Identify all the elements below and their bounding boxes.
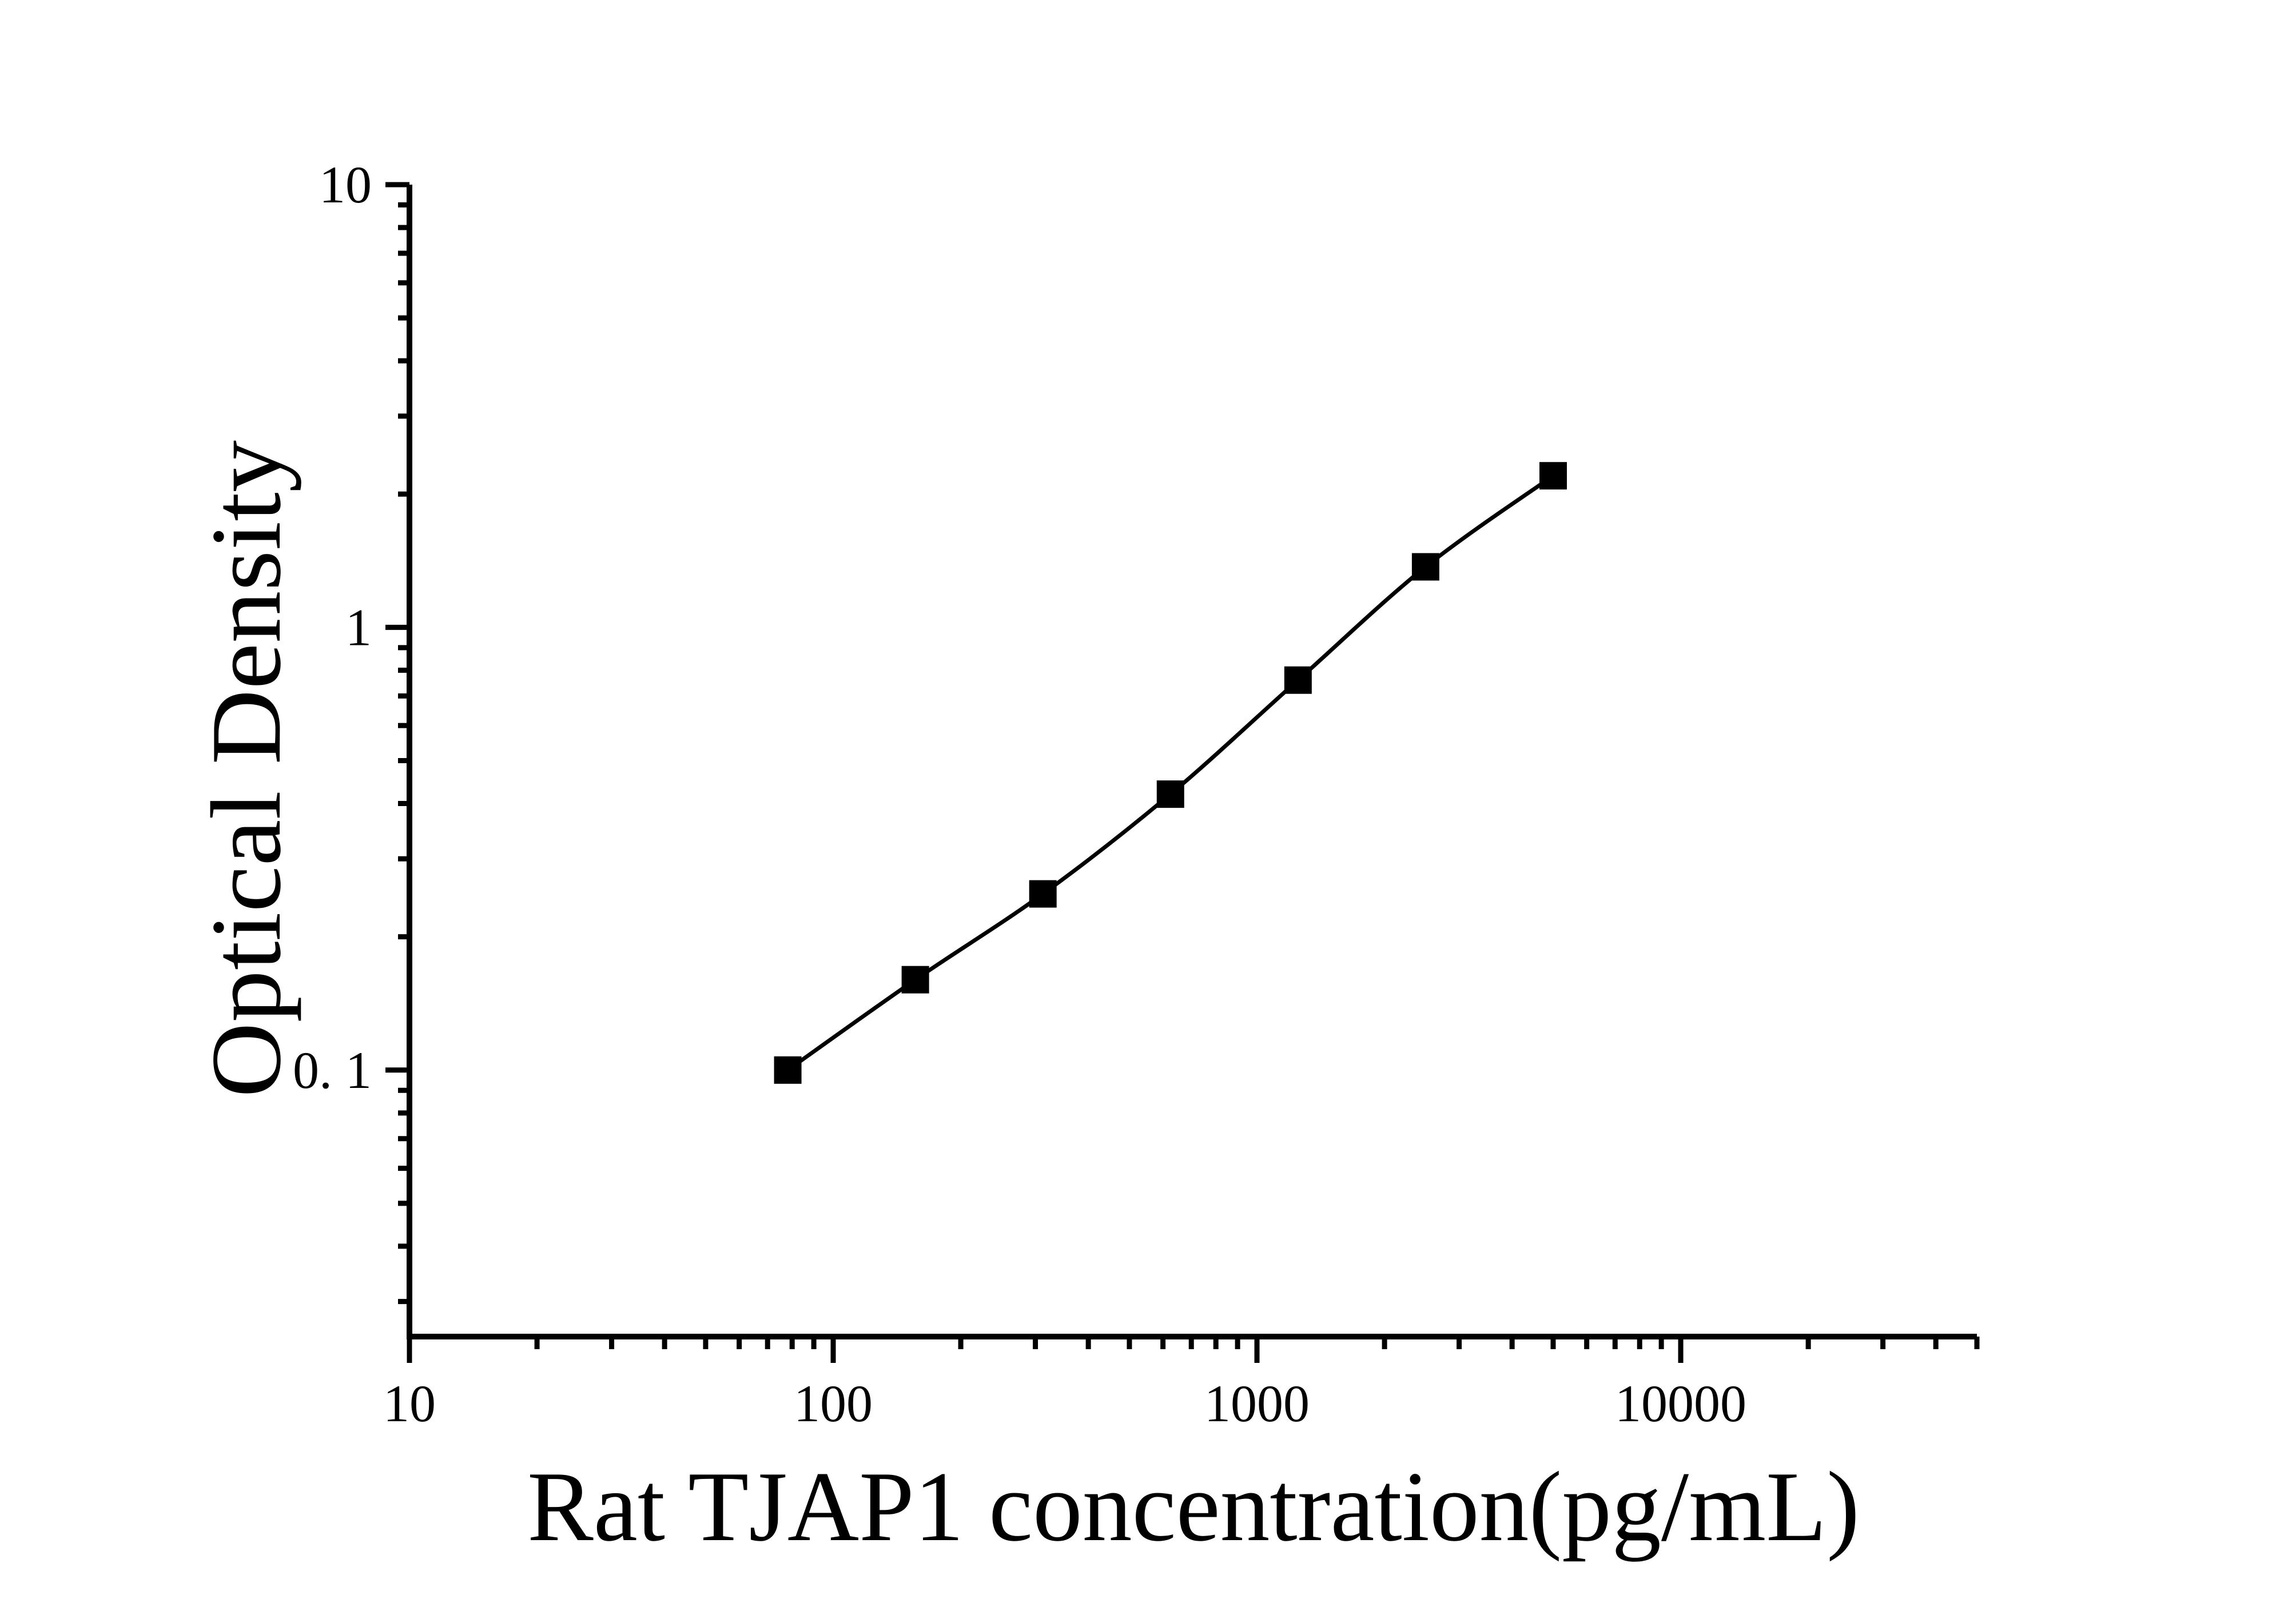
y-tick-label: 0. 1 (293, 1041, 372, 1099)
y-axis-title: Optical Density (190, 440, 301, 1098)
x-axis-title: Rat TJAP1 concentration(pg/mL) (527, 1451, 1860, 1562)
axis-frame (407, 185, 1977, 1339)
y-axis-ticks (385, 182, 409, 1305)
x-tick-label: 10000 (1615, 1374, 1746, 1433)
y-tick-label: 10 (319, 155, 372, 214)
x-tick-label: 100 (794, 1374, 873, 1433)
data-point-marker (1029, 880, 1057, 908)
data-point-marker (1411, 553, 1439, 581)
y-tick-label: 1 (345, 598, 372, 656)
x-axis-tick-labels: 10 100 1000 10000 (383, 1374, 1746, 1433)
x-tick-label: 1000 (1204, 1374, 1310, 1433)
data-point-marker (1156, 780, 1184, 808)
data-point-marker (1539, 462, 1567, 490)
data-point-marker (901, 966, 929, 994)
data-point-marker (774, 1056, 802, 1084)
x-tick-label: 10 (383, 1374, 436, 1433)
x-axis-ticks (407, 1337, 1980, 1363)
data-points (774, 462, 1567, 1084)
y-axis-tick-labels: 10 1 0. 1 (293, 155, 372, 1099)
data-point-marker (1284, 666, 1312, 694)
